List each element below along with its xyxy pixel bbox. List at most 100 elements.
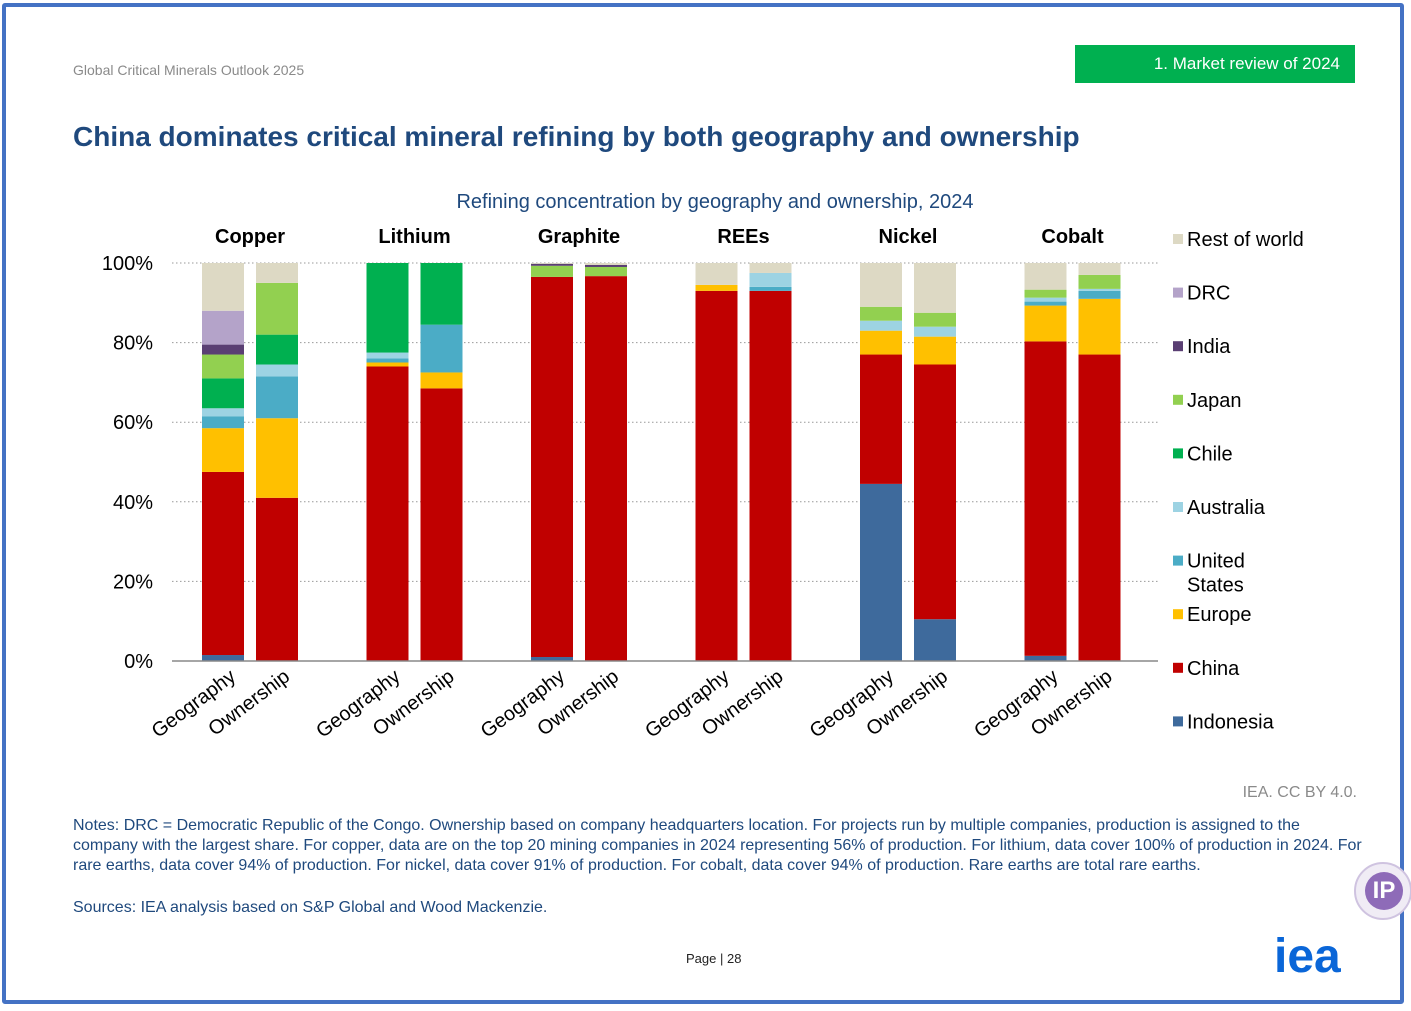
bar-segment [366,362,409,367]
chart-title: Refining concentration by geography and … [456,191,973,213]
page-headline: China dominates critical mineral refinin… [73,121,1080,152]
ip-badge-icon[interactable]: IP [1354,862,1411,920]
bar-segment [860,263,902,307]
bar-segment [420,388,463,661]
page-number: Page | 28 [686,951,742,966]
bar-segment [1024,341,1067,656]
legend-swatch [1173,287,1183,298]
bar-segment [531,263,573,266]
group-label: Lithium [378,226,450,248]
group-label: Graphite [538,226,620,248]
legend-label: States [1187,575,1244,597]
legend-label: Chile [1187,443,1233,465]
chart-notes: Notes: DRC = Democratic Republic of the … [73,817,1362,874]
legend-label: United [1187,551,1245,573]
bar-segment [202,655,244,661]
bar-segment [585,264,627,267]
legend-label: DRC [1187,283,1230,305]
y-tick-label: 0% [124,651,153,673]
bar-segment [914,326,956,337]
bar-segment [531,657,573,661]
bar-segment [914,312,956,327]
section-tag[interactable]: 1. Market review of 2024 [1075,45,1355,83]
bar-segment [202,378,244,409]
bar-segment [695,284,738,291]
bar-segment [256,282,298,335]
legend-label: Japan [1187,390,1242,412]
bar-segment [202,471,244,656]
bar-segment [256,263,298,283]
bar-segment [749,272,792,287]
group-label: Nickel [879,226,938,248]
legend-label: Australia [1187,497,1266,519]
bar-segment [202,344,244,355]
bar-segment [585,263,627,265]
y-tick-label: 40% [113,492,153,514]
bar-segment [1024,289,1067,298]
bar-segment [860,320,902,331]
bar-segment [1078,263,1121,275]
bar-segment [860,354,902,484]
license-credit: IEA. CC BY 4.0. [1242,784,1357,801]
bar-segment [1078,354,1121,661]
bar-segment [1078,298,1121,355]
legend-label: Europe [1187,604,1252,626]
refining-chart: Refining concentration by geography and … [102,191,1304,743]
legend-label: India [1187,336,1231,358]
bar-segment [531,276,573,658]
ip-badge-label: IP [1365,872,1403,910]
iea-logo-text: iea [1274,936,1341,976]
bar-segment [860,306,902,321]
bar-segment [914,336,956,365]
legend-swatch [1173,609,1183,620]
bar-segment [256,364,298,377]
bar-segment [366,358,409,363]
bar-segment [1024,297,1067,302]
bar-segment [1078,288,1121,291]
group-label: Cobalt [1041,226,1104,248]
legend-swatch [1173,662,1183,673]
bar-segment [860,483,902,661]
bar-segment [531,263,573,264]
legend-label: Indonesia [1187,711,1275,733]
bar-segment [1024,655,1067,661]
bar-segment [914,619,956,661]
bar-segment [585,276,627,661]
bar-segment [1024,301,1067,306]
bar-segment [256,418,298,498]
bar-segment [202,310,244,345]
legend-swatch [1173,448,1183,459]
bar-segment [202,263,244,311]
legend-swatch [1173,716,1183,727]
bar-segment [749,290,792,661]
bar-segment [366,352,409,359]
slide-frame [2,3,1404,1004]
bar-segment [749,286,792,291]
bar-segment [420,372,463,389]
bar-segment [695,263,738,285]
bar-segment [202,416,244,429]
y-tick-label: 80% [113,333,153,355]
y-tick-label: 60% [113,412,153,434]
bar-segment [420,263,463,325]
legend-swatch [1173,502,1183,512]
bar-segment [256,376,298,419]
bar-segment [202,428,244,472]
legend-label: China [1187,658,1240,680]
bar-segment [366,366,409,661]
legend-label: Rest of world [1187,229,1304,251]
legend-swatch [1173,394,1183,405]
y-tick-label: 100% [102,253,153,275]
bar-segment [585,266,627,277]
iea-logo[interactable]: iea [1274,936,1358,976]
bar-segment [914,364,956,620]
bar-segment [1024,263,1067,290]
bar-segment [914,263,956,313]
bar-segment [695,290,738,661]
report-name: Global Critical Minerals Outlook 2025 [73,62,305,78]
bar-segment [256,497,298,661]
bar-segment [202,354,244,379]
legend-swatch [1173,341,1183,352]
bar-segment [420,324,463,373]
group-label: REEs [717,226,769,248]
